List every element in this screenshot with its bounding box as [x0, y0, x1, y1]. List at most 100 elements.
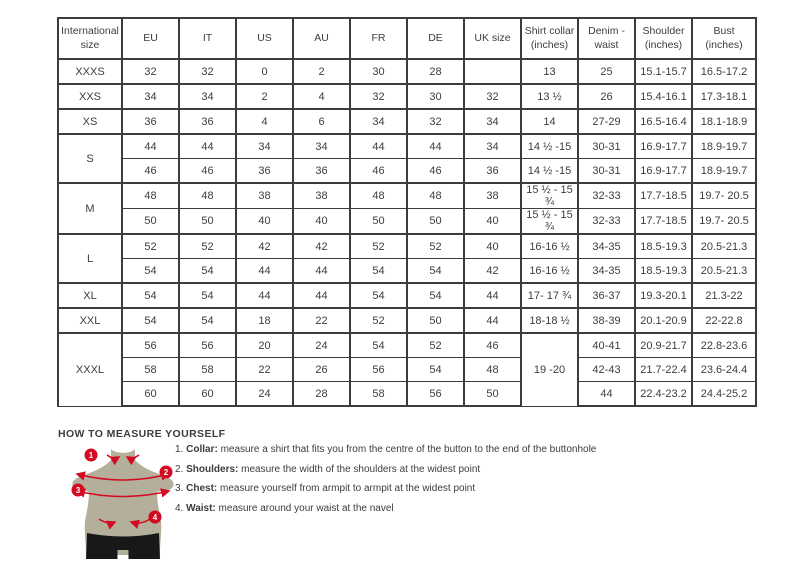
- data-cell: 32: [406, 108, 465, 135]
- instruction-number: 1.: [175, 444, 184, 455]
- data-cell: 32-33: [577, 182, 636, 209]
- column-header: Denim - waist: [577, 17, 636, 60]
- data-cell: 36: [121, 108, 180, 135]
- table-row: XXXS 32 32 0 2 30 28 13 25 15.1-15.7 16.5-17.2: [57, 58, 757, 85]
- data-cell: 54: [178, 307, 237, 334]
- data-cell: 56: [349, 357, 408, 382]
- data-cell: 4: [292, 83, 351, 110]
- size-chart: International size EU IT US AU FR DE UK size Shi…: [57, 17, 757, 407]
- data-cell: 44: [235, 258, 294, 284]
- data-cell: 16-16 ½: [520, 258, 579, 284]
- data-cell: 40: [292, 208, 351, 235]
- data-cell: 48: [406, 182, 465, 209]
- data-cell: 54: [406, 357, 465, 382]
- badge-1-circle: [84, 448, 98, 462]
- chest-arrow: [75, 488, 171, 498]
- column-header: IT: [178, 17, 237, 60]
- data-cell: 56: [178, 332, 237, 358]
- collar-arrow: [106, 454, 121, 466]
- data-cell: 26: [577, 83, 636, 110]
- data-cell: 36: [178, 108, 237, 135]
- data-cell: 52: [406, 332, 465, 358]
- data-cell: 38: [463, 182, 522, 209]
- instruction-number: 3.: [175, 483, 184, 494]
- data-cell: 15 ½ - 15 ¾: [520, 208, 579, 235]
- data-cell: 44: [178, 133, 237, 159]
- data-cell: 16.5-16.4: [634, 108, 693, 135]
- data-cell: 46: [121, 158, 180, 184]
- data-cell: 60: [178, 381, 237, 407]
- data-cell: 4: [235, 108, 294, 135]
- table-row: 58 58 22 26 56 54 48 42-43 21.7-22.4 23.6-24.4: [58, 357, 757, 382]
- data-cell: 38: [292, 182, 351, 209]
- data-cell: 20: [235, 332, 294, 358]
- data-cell: 19.3-20.1: [634, 282, 693, 309]
- data-cell: 50: [349, 208, 408, 235]
- table-row: 54 54 44 44 54 54 42 16-16 ½ 34-35 18.5-19.3 20.5-…: [58, 258, 757, 284]
- data-cell: 18.9-19.7: [691, 133, 757, 159]
- data-cell: 15.1-15.7: [634, 58, 693, 85]
- instruction-label: Chest:: [186, 483, 218, 494]
- data-cell: 18-18 ½: [520, 307, 579, 334]
- data-cell: 24: [292, 332, 351, 358]
- data-cell: 60: [121, 381, 180, 407]
- data-cell: 40-41: [577, 332, 636, 358]
- data-cell: 28: [292, 381, 351, 407]
- data-cell: 2: [292, 58, 351, 85]
- data-cell: 54: [349, 282, 408, 309]
- data-cell: 34: [463, 108, 522, 135]
- data-cell: 58: [349, 381, 408, 407]
- data-cell: 54: [121, 282, 180, 309]
- data-cell: 44: [121, 133, 180, 159]
- column-header: UK size: [463, 17, 522, 60]
- waist-arrow: [98, 518, 117, 530]
- instruction-label: Collar:: [186, 444, 218, 455]
- data-cell: 16.9-17.7: [634, 133, 693, 159]
- size-cell: XXXL: [57, 332, 123, 407]
- data-cell: 14 ½ -15: [520, 158, 579, 184]
- data-cell: 30: [406, 83, 465, 110]
- data-cell: 50: [121, 208, 180, 235]
- data-cell: 36-37: [577, 282, 636, 309]
- data-cell: 40: [463, 208, 522, 235]
- data-cell: 42: [463, 258, 522, 284]
- measure-instruction-collar: 1. Collar: measure a shirt that fits you…: [175, 444, 596, 456]
- data-cell: 48: [463, 357, 522, 382]
- column-header: DE: [406, 17, 465, 60]
- data-cell: 22: [235, 357, 294, 382]
- data-cell: 19.7- 20.5: [691, 208, 757, 235]
- data-cell: 54: [406, 258, 465, 284]
- data-cell: 20.5-21.3: [691, 258, 757, 284]
- data-cell: 44: [577, 381, 636, 407]
- data-cell: 44: [235, 282, 294, 309]
- column-header: US: [235, 17, 294, 60]
- data-cell: 54: [349, 258, 408, 284]
- instruction-text: measure the width of the shoulders at th…: [241, 463, 481, 475]
- data-cell: 17.7-18.5: [634, 182, 693, 209]
- data-cell: 50: [406, 307, 465, 334]
- data-cell: 52: [178, 233, 237, 259]
- data-cell: 14: [520, 108, 579, 135]
- data-cell: 2: [235, 83, 294, 110]
- waist-arrow: [129, 518, 151, 529]
- measure-instructions: 1. Collar: measure a shirt that fits you…: [175, 444, 596, 522]
- data-cell: 30-31: [577, 133, 636, 159]
- data-cell: 46: [463, 332, 522, 358]
- data-cell: 25: [577, 58, 636, 85]
- data-cell: 54: [406, 282, 465, 309]
- data-cell: 18: [235, 307, 294, 334]
- data-cell: 34: [463, 133, 522, 159]
- data-cell: 42: [235, 233, 294, 259]
- instruction-number: 2.: [175, 463, 184, 475]
- table-row: 50 50 40 40 50 50 40 15 ½ - 15 ¾ 32-33 17.7-18.5 1…: [58, 208, 757, 235]
- data-cell: 20.1-20.9: [634, 307, 693, 334]
- data-cell: 16-16 ½: [520, 233, 579, 259]
- data-cell: [463, 58, 522, 85]
- data-cell: 22-22.8: [691, 307, 757, 334]
- table-row: XXL 54 54 18 22 52 50 44 18-18 ½ 38-39 20.1-20.9 22…: [57, 307, 757, 334]
- data-cell: 58: [121, 357, 180, 382]
- data-cell: 19.7- 20.5: [691, 182, 757, 209]
- badge-4-circle: [148, 510, 162, 524]
- data-cell: 34: [178, 83, 237, 110]
- badge-3-number: 3: [76, 486, 81, 495]
